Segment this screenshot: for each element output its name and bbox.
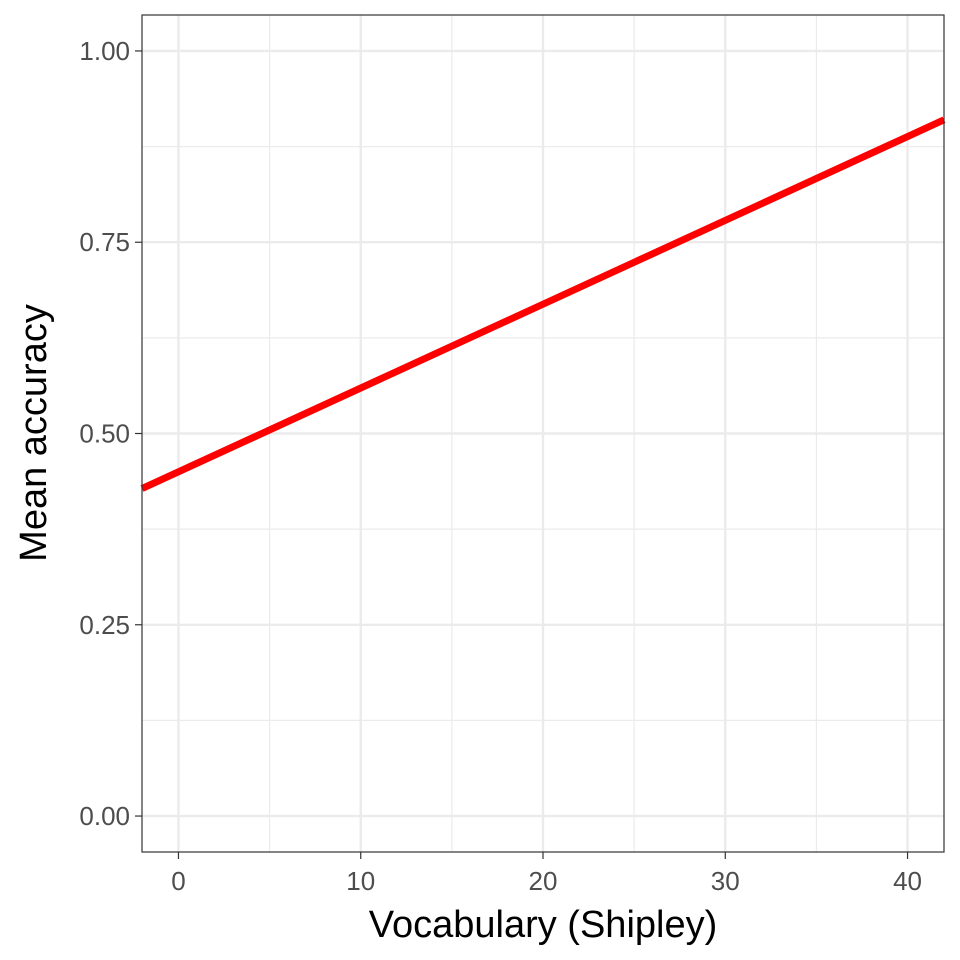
- y-axis: 0.00 0.25 0.50 0.75 1.00: [79, 36, 142, 831]
- major-grid: [142, 15, 944, 852]
- y-tick-label: 0.25: [79, 610, 130, 640]
- x-tick-label: 30: [711, 866, 740, 896]
- x-axis-title: Vocabulary (Shipley): [369, 904, 718, 946]
- x-tick-label: 40: [893, 866, 922, 896]
- x-tick-label: 10: [346, 866, 375, 896]
- x-tick-label: 0: [171, 866, 185, 896]
- y-axis-title: Mean accuracy: [13, 304, 55, 562]
- y-tick-label: 1.00: [79, 36, 130, 66]
- regression-line: [140, 116, 946, 492]
- x-tick-label: 20: [529, 866, 558, 896]
- x-axis: 0 10 20 30 40: [171, 852, 922, 896]
- y-tick-label: 0.75: [79, 227, 130, 257]
- y-tick-label: 0.00: [79, 801, 130, 831]
- y-tick-label: 0.50: [79, 419, 130, 449]
- series-layer: [140, 116, 946, 492]
